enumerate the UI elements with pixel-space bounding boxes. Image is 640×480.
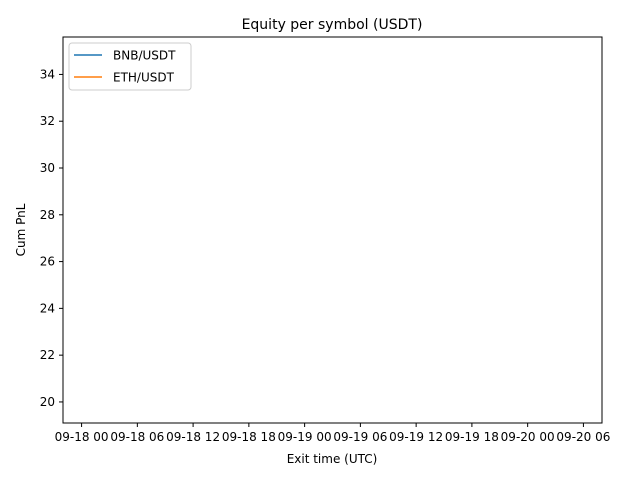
y-tick-label: 20	[40, 395, 55, 409]
y-tick-label: 30	[40, 161, 55, 175]
x-tick-label: 09-18 06	[110, 430, 164, 444]
x-tick-label: 09-18 12	[166, 430, 220, 444]
y-tick-label: 34	[40, 67, 55, 81]
x-tick-label: 09-19 12	[389, 430, 443, 444]
legend: BNB/USDT ETH/USDT	[68, 42, 192, 91]
x-tick-label: 09-18 00	[55, 430, 109, 444]
x-tick-label: 09-18 18	[222, 430, 276, 444]
y-tick-label: 22	[40, 348, 55, 362]
x-axis-label: Exit time (UTC)	[287, 452, 378, 466]
plot-area	[62, 36, 603, 424]
x-tick-label: 09-19 06	[333, 430, 387, 444]
legend-entries: BNB/USDT ETH/USDT	[74, 49, 176, 85]
x-tick-label: 09-19 00	[278, 430, 332, 444]
y-tick-label: 28	[40, 208, 55, 222]
y-axis-label: Cum PnL	[14, 203, 28, 256]
x-tick-label: 09-20 06	[556, 430, 610, 444]
y-axis: 20 22 24 26 28 30 32 34	[40, 67, 63, 409]
y-tick-label: 32	[40, 114, 55, 128]
x-tick-label: 09-19 18	[445, 430, 499, 444]
x-tick-label: 09-20 00	[501, 430, 555, 444]
legend-label: BNB/USDT	[113, 49, 176, 63]
legend-label: ETH/USDT	[113, 71, 175, 85]
x-axis: 09-18 00 09-18 06 09-18 12 09-18 18 09-19 00…	[55, 423, 610, 444]
y-tick-label: 24	[40, 301, 55, 315]
y-tick-label: 26	[40, 255, 55, 269]
chart-title: Equity per symbol (USDT)	[242, 17, 423, 33]
